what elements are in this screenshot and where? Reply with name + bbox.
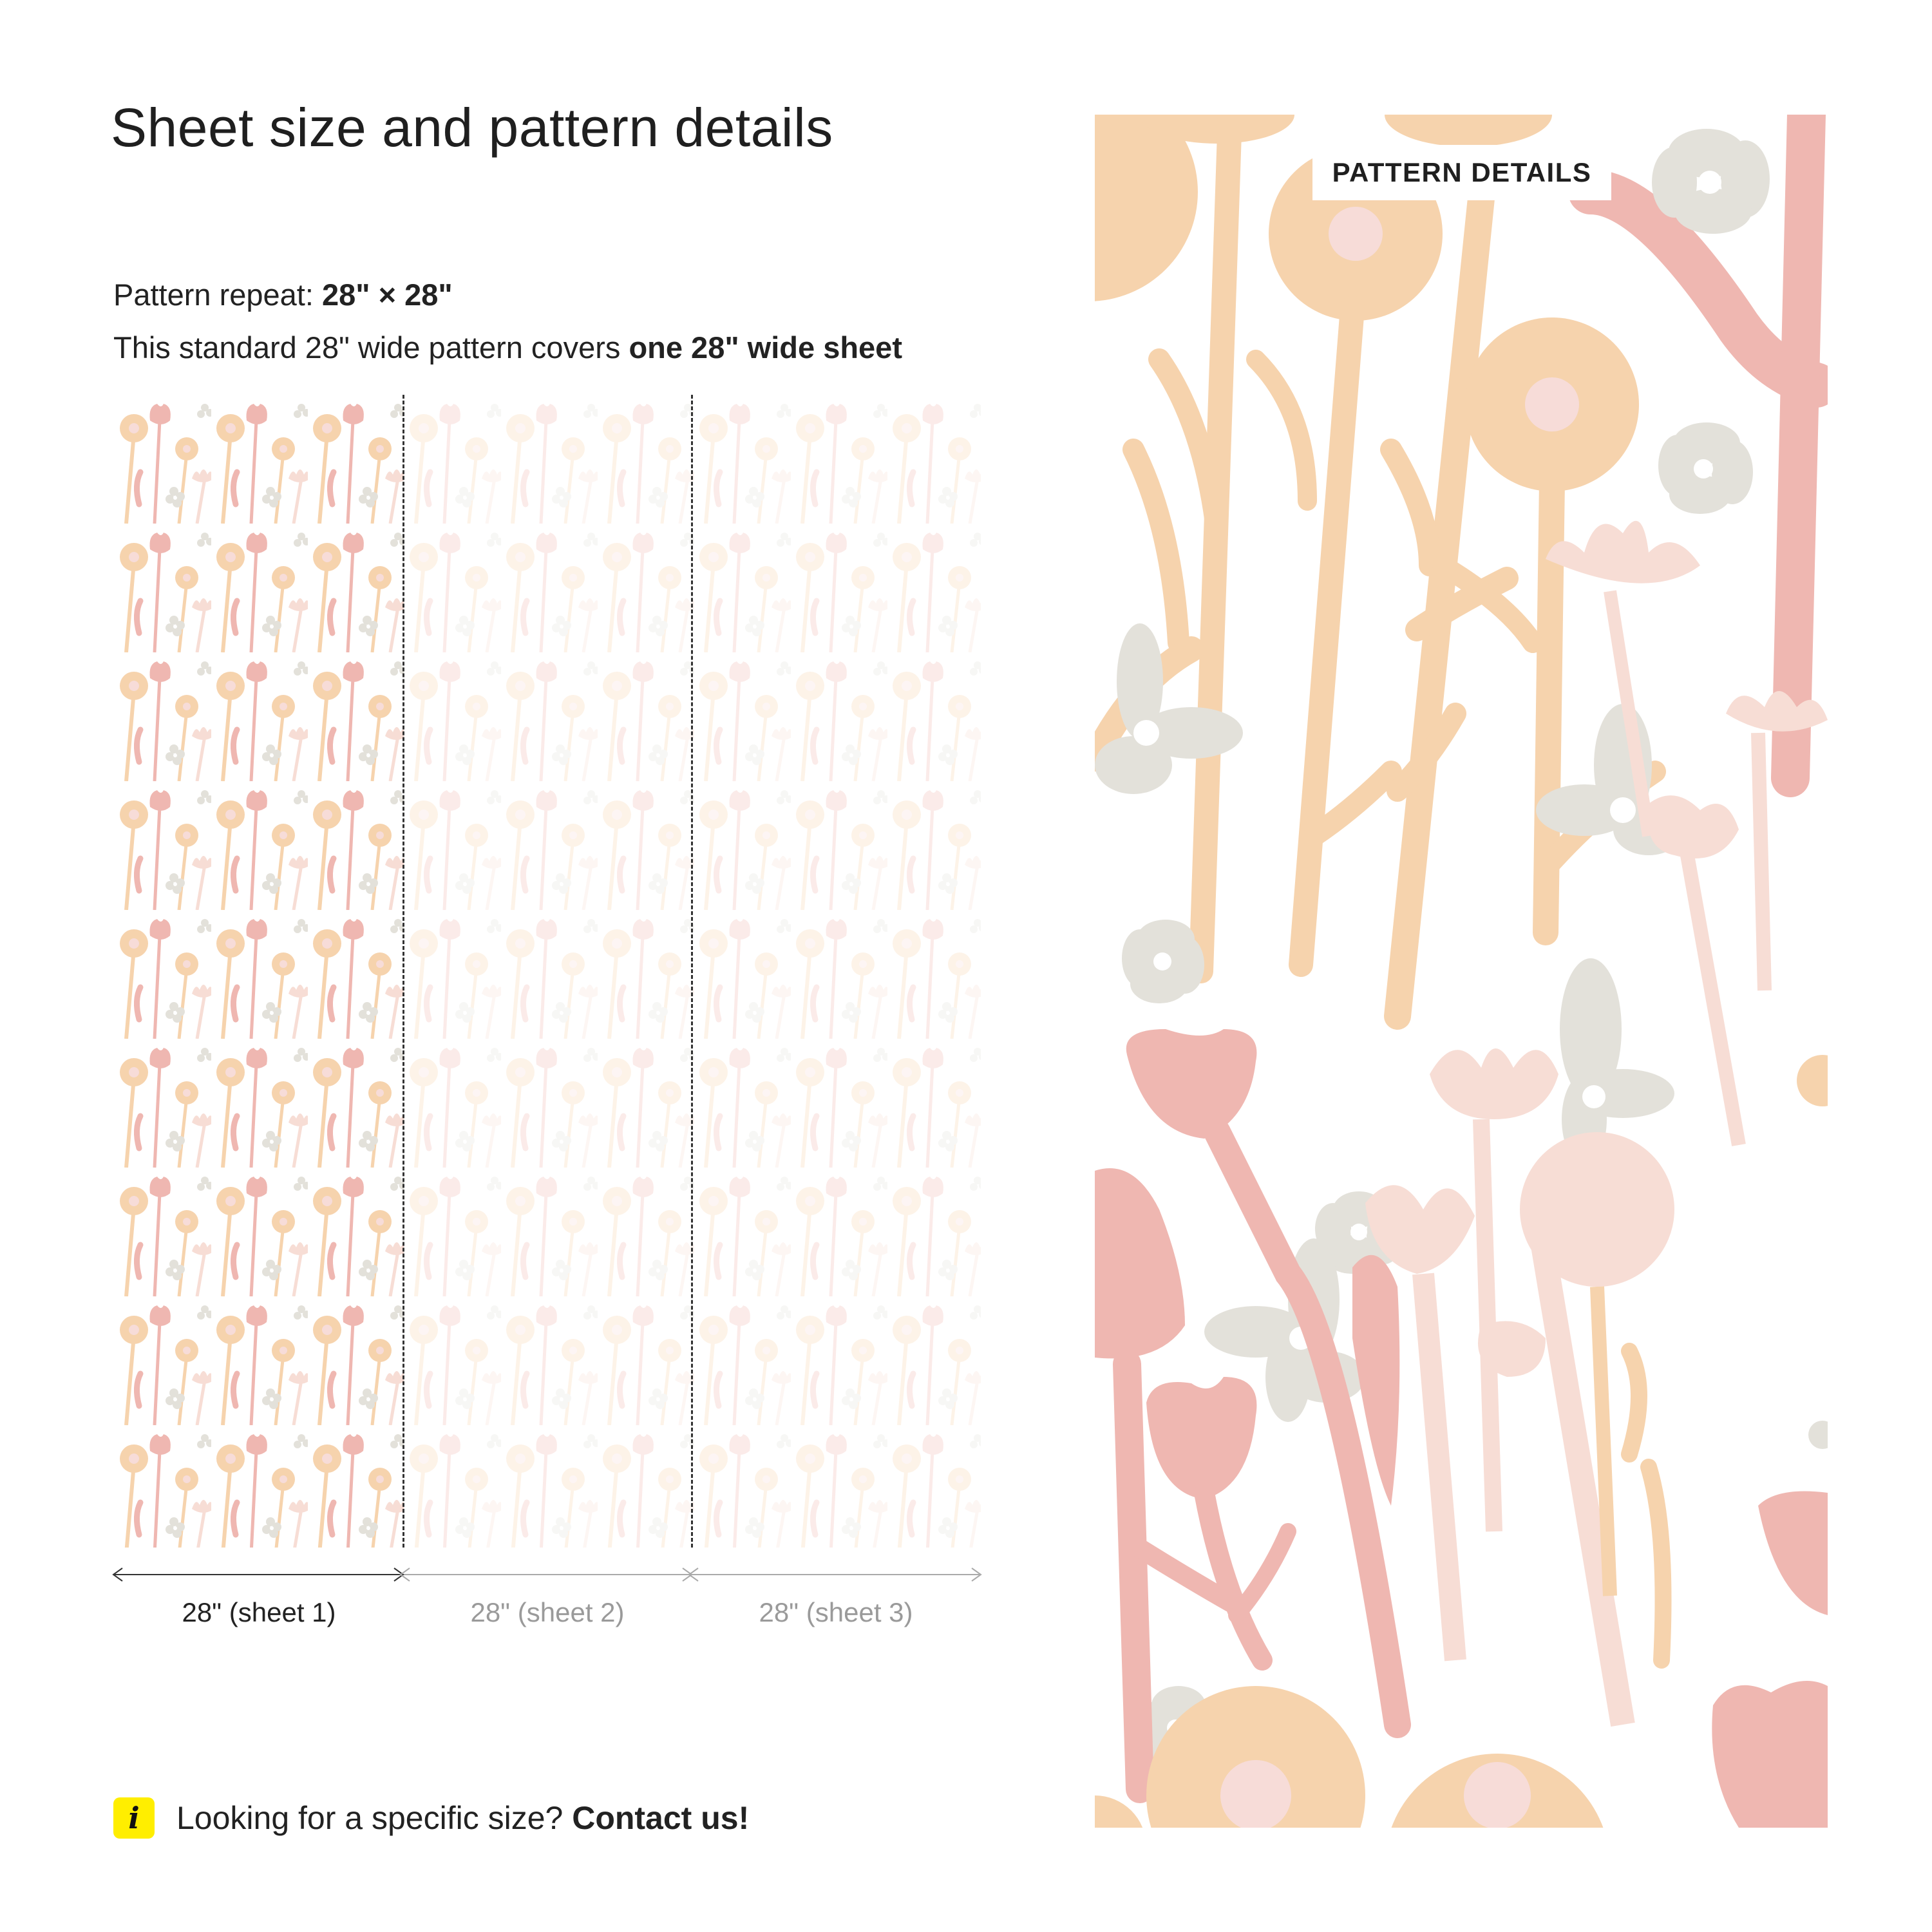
info-icon: i [113, 1797, 155, 1839]
pattern-detail-illustration [1095, 115, 1828, 1828]
pattern-repeat-value: 28" × 28" [321, 278, 453, 312]
sheet-2-overlay [404, 395, 692, 1548]
sheet-divider [402, 395, 404, 1548]
info-text: Looking for a specific size? Contact us! [176, 1799, 749, 1837]
contact-us-link[interactable]: Contact us! [572, 1800, 750, 1836]
coverage-text: This standard 28" wide pattern covers [113, 330, 629, 365]
sheet-3-overlay [692, 395, 981, 1548]
pattern-repeat-label: Pattern repeat: [113, 278, 322, 312]
sheet-preview [115, 395, 981, 1548]
sheet-dimension-arrows [112, 1567, 982, 1582]
coverage-line: This standard 28" wide pattern covers on… [113, 330, 902, 365]
info-callout: i Looking for a specific size? Contact u… [113, 1797, 749, 1839]
sheet-2-width-label: 28" (sheet 2) [470, 1597, 625, 1627]
coverage-emphasis: one 28" wide sheet [629, 330, 902, 365]
pattern-details-label: PATTERN DETAILS [1312, 145, 1611, 200]
sheet-divider [691, 395, 693, 1548]
pattern-repeat-line: Pattern repeat: 28" × 28" [113, 277, 453, 312]
sheet-1-width-label: 28" (sheet 1) [182, 1597, 336, 1627]
pattern-detail-panel [1095, 115, 1828, 1828]
page-title: Sheet size and pattern details [111, 97, 833, 158]
sheet-3-width-label: 28" (sheet 3) [759, 1597, 913, 1627]
info-question: Looking for a specific size? [176, 1800, 573, 1836]
